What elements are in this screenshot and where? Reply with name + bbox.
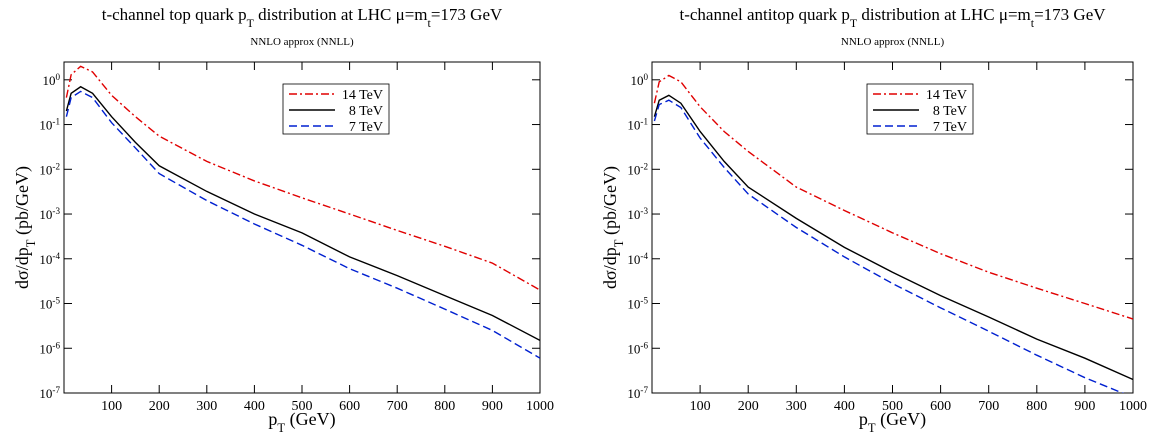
y-axis-label: dσ/dpT (pb/GeV) — [600, 166, 626, 289]
y-tick-label: 10-1 — [627, 117, 648, 133]
x-tick-label: 1000 — [1119, 399, 1147, 414]
x-tick-label: 300 — [786, 399, 807, 414]
x-tick-label: 1000 — [526, 399, 554, 414]
y-tick-label: 10-5 — [39, 296, 60, 312]
y-tick-label: 100 — [630, 72, 648, 88]
plot-frame — [63, 61, 541, 394]
legend-box — [282, 83, 390, 135]
x-tick-label: 600 — [930, 399, 951, 414]
panel: t-channel antitop quark pT distribution … — [600, 5, 1147, 435]
x-tick-label: 400 — [244, 399, 265, 414]
x-tick-label: 500 — [882, 399, 903, 414]
y-tick-label: 10-3 — [39, 206, 60, 222]
x-axis-label: pT (GeV) — [859, 409, 926, 435]
y-axis-label: dσ/dpT (pb/GeV) — [12, 166, 38, 289]
data-line — [65, 90, 540, 359]
x-axis-label: pT (GeV) — [268, 409, 335, 435]
chart-subtitle: NNLO approx (NNLL) — [841, 36, 945, 48]
series-group — [653, 74, 1133, 393]
chart-title: t-channel top quark pT distribution at L… — [102, 5, 503, 30]
legend-label: 8 TeV — [349, 104, 383, 119]
legend-label: 7 TeV — [933, 120, 967, 135]
x-tick-label: 600 — [339, 399, 360, 414]
x-tick-label: 700 — [387, 399, 408, 414]
y-tick-label: 10-4 — [627, 251, 648, 267]
x-tick-label: 900 — [482, 399, 503, 414]
x-tick-label: 700 — [978, 399, 999, 414]
x-tick-label: 400 — [834, 399, 855, 414]
x-tick-label: 200 — [149, 399, 170, 414]
legend-label: 8 TeV — [933, 104, 967, 119]
y-tick-label: 10-3 — [627, 206, 648, 222]
data-line — [653, 94, 1133, 381]
x-tick-label: 100 — [690, 399, 711, 414]
y-tick-label: 10-1 — [39, 117, 60, 133]
x-tick-label: 200 — [738, 399, 759, 414]
x-tick-label: 300 — [196, 399, 217, 414]
y-tick-label: 10-6 — [39, 340, 60, 356]
y-tick-label: 10-7 — [39, 385, 60, 401]
y-tick-label: 100 — [42, 72, 60, 88]
plot-frame — [651, 61, 1134, 394]
panel: t-channel top quark pT distribution at L… — [12, 5, 554, 435]
data-line — [65, 85, 540, 342]
chart-subtitle: NNLO approx (NNLL) — [250, 36, 354, 48]
y-tick-label: 10-6 — [627, 340, 648, 356]
legend-label: 14 TeV — [926, 88, 967, 103]
x-tick-label: 500 — [292, 399, 313, 414]
x-tick-label: 100 — [101, 399, 122, 414]
y-tick-label: 10-2 — [627, 161, 648, 177]
data-line — [653, 74, 1133, 320]
data-line — [653, 99, 1125, 393]
y-tick-label: 10-4 — [39, 251, 60, 267]
y-tick-label: 10-7 — [627, 385, 648, 401]
y-tick-label: 10-2 — [39, 161, 60, 177]
data-line — [65, 65, 540, 291]
x-tick-label: 800 — [1026, 399, 1047, 414]
legend-label: 7 TeV — [349, 120, 383, 135]
x-tick-label: 800 — [434, 399, 455, 414]
x-tick-label: 900 — [1074, 399, 1095, 414]
legend-label: 14 TeV — [342, 88, 383, 103]
legend-box — [866, 83, 974, 135]
chart-title: t-channel antitop quark pT distribution … — [679, 5, 1106, 30]
y-tick-label: 10-5 — [627, 296, 648, 312]
series-group — [65, 65, 540, 359]
